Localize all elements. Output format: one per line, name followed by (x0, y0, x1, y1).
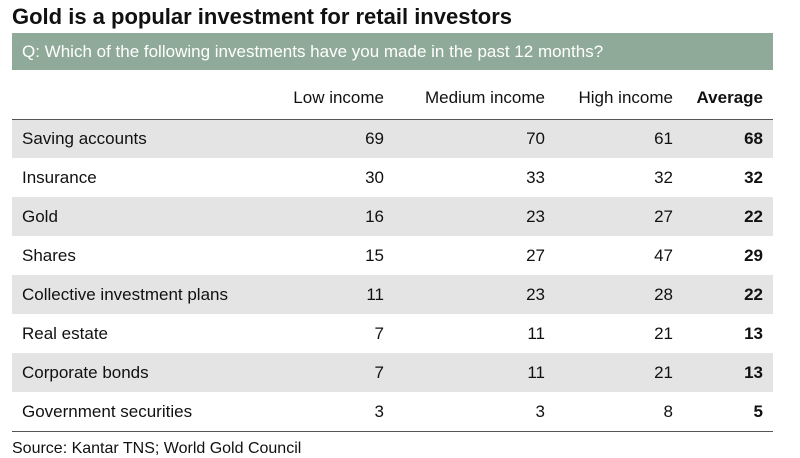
table-row: Shares 15 27 47 29 (12, 236, 773, 275)
cell-value: 11 (366, 285, 384, 304)
cell-value: 11 (527, 324, 545, 343)
cell-value: 7 (374, 324, 384, 343)
table-row: Gold 16 23 27 22 (12, 197, 773, 236)
cell-value: 21 (654, 324, 673, 343)
row-label: Insurance (22, 168, 97, 187)
cell-value: 5 (753, 402, 763, 421)
cell-value: 3 (535, 402, 545, 421)
cell-value: 23 (526, 207, 545, 226)
cell-value: 28 (654, 285, 673, 304)
column-header: Average (696, 88, 763, 107)
row-label: Corporate bonds (22, 363, 149, 382)
row-label: Shares (22, 246, 76, 265)
column-header: Medium income (425, 88, 545, 107)
row-label: Government securities (22, 402, 193, 421)
row-label: Gold (22, 207, 58, 226)
cell-value: 68 (744, 129, 763, 148)
title: Gold is a popular investment for retail … (12, 4, 513, 29)
cell-value: 11 (527, 363, 545, 382)
row-label: Saving accounts (22, 129, 147, 148)
cell-value: 22 (744, 207, 763, 226)
cell-value: 30 (365, 168, 384, 187)
question: Q: Which of the following investments ha… (22, 42, 604, 61)
row-label: Collective investment plans (22, 285, 228, 304)
cell-value: 27 (526, 246, 545, 265)
cell-value: 15 (365, 246, 384, 265)
cell-value: 69 (365, 129, 384, 148)
cell-value: 8 (663, 402, 673, 421)
cell-value: 33 (526, 168, 545, 187)
bottom-rule (12, 431, 773, 432)
column-header: High income (578, 88, 674, 107)
cell-value: 13 (744, 324, 763, 343)
table-row: Government securities 3 3 8 5 (12, 392, 773, 431)
table-row: Real estate 7 11 21 13 (12, 314, 773, 353)
header-rule (12, 119, 773, 120)
cell-value: 13 (744, 363, 763, 382)
row-label: Real estate (22, 324, 108, 343)
cell-value: 3 (374, 402, 384, 421)
cell-value: 7 (374, 363, 384, 382)
table-row: Corporate bonds 7 11 21 13 (12, 353, 773, 392)
column-header: Low income (293, 88, 384, 107)
source: Source: Kantar TNS; World Gold Council (12, 440, 302, 457)
table-row: Collective investment plans 11 23 28 22 (12, 275, 773, 314)
cell-value: 21 (654, 363, 673, 382)
cell-value: 32 (744, 168, 763, 187)
cell-value: 61 (654, 129, 673, 148)
cell-value: 23 (526, 285, 545, 304)
cell-value: 32 (654, 168, 673, 187)
table-row: Insurance 30 33 32 32 (12, 158, 773, 197)
cell-value: 27 (654, 207, 673, 226)
cell-value: 47 (654, 246, 673, 265)
question-band: Q: Which of the following investments ha… (12, 33, 773, 70)
cell-value: 16 (365, 207, 384, 226)
cell-value: 22 (744, 285, 763, 304)
table-row: Saving accounts 69 70 61 68 (12, 119, 773, 158)
cell-value: 29 (744, 246, 763, 265)
cell-value: 70 (526, 129, 545, 148)
